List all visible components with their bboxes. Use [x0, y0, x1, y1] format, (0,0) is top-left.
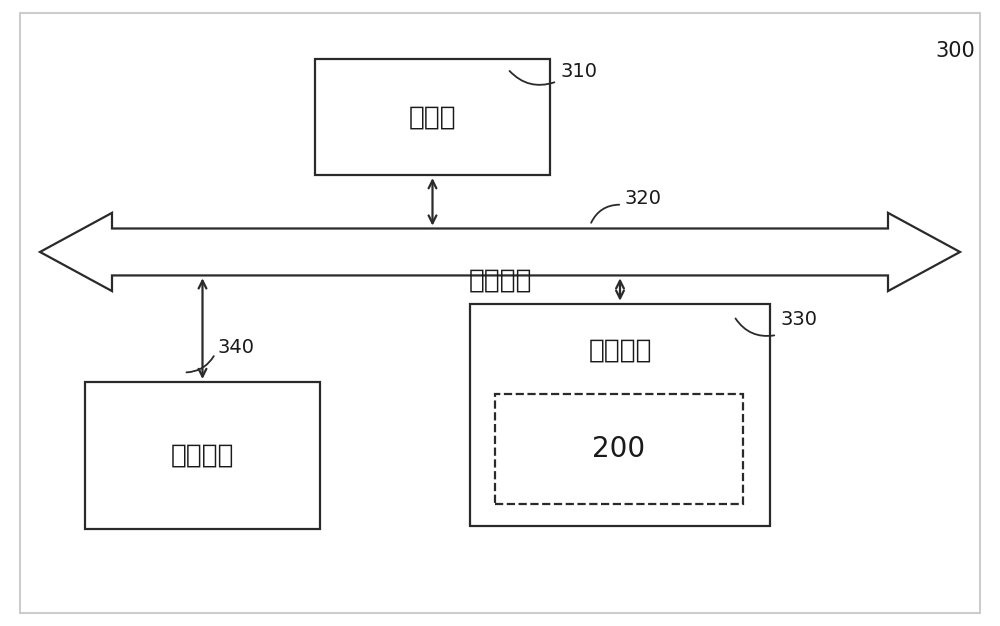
Bar: [315, 59, 550, 175]
Text: 330: 330: [780, 310, 817, 329]
Text: 340: 340: [217, 338, 254, 357]
Bar: [470, 304, 770, 526]
Text: 通信总线: 通信总线: [468, 267, 532, 293]
Bar: [495, 394, 743, 504]
Text: 320: 320: [625, 189, 662, 208]
Bar: [85, 382, 320, 529]
Text: 处理器: 处理器: [409, 105, 456, 130]
Polygon shape: [40, 213, 960, 291]
Text: 300: 300: [935, 41, 975, 61]
Text: 200: 200: [592, 435, 646, 463]
Text: 310: 310: [560, 63, 597, 81]
Text: 存储介质: 存储介质: [588, 337, 652, 364]
Text: 通信接口: 通信接口: [171, 443, 234, 468]
